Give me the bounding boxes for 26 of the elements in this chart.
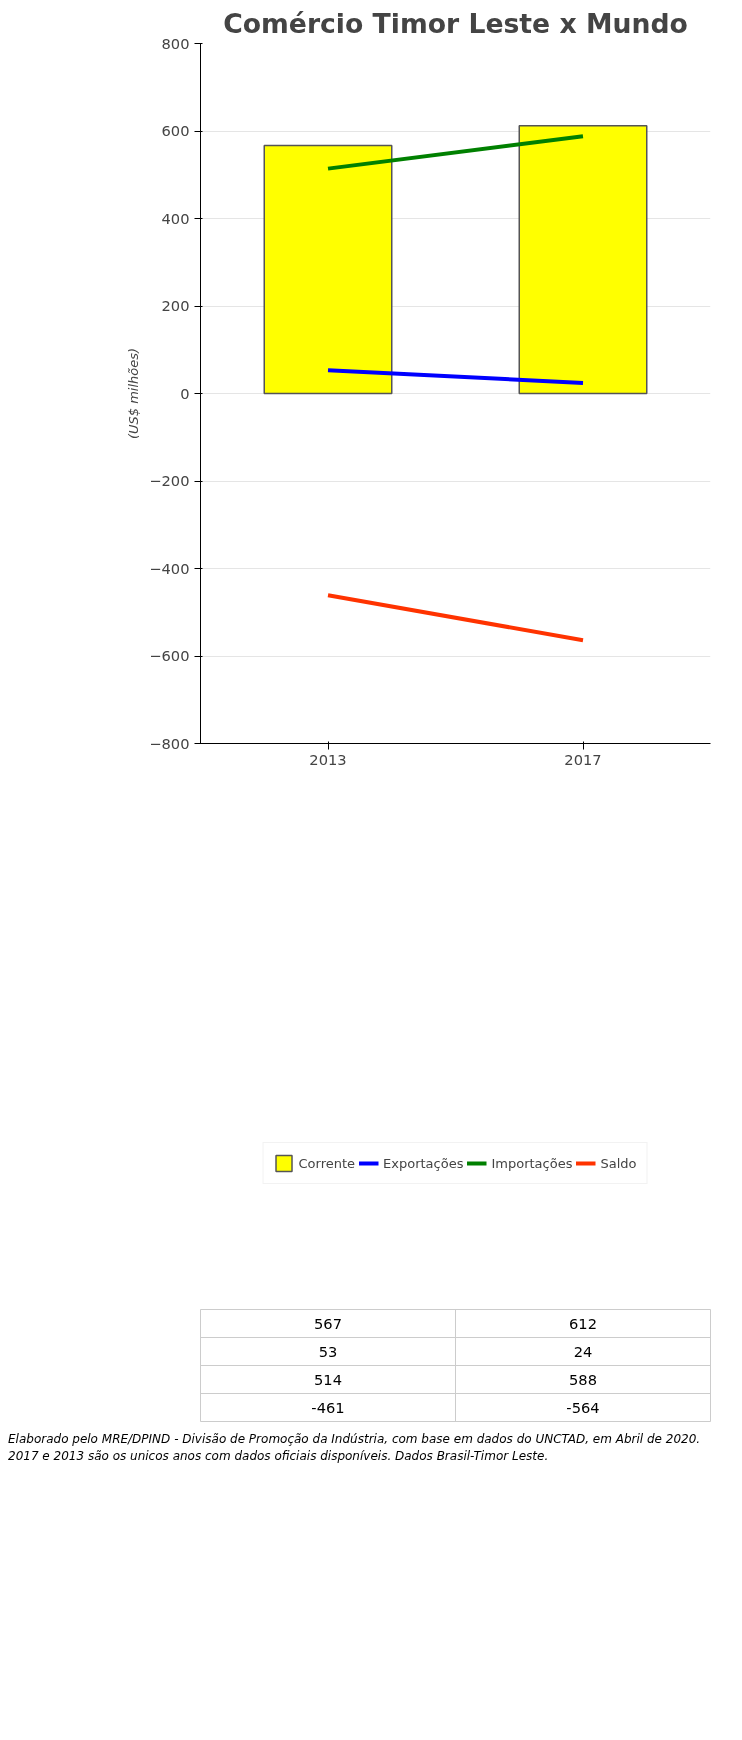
legend-label: Saldo [600, 1155, 637, 1171]
legend-label: Exportações [383, 1155, 464, 1171]
y-tick-label: 200 [161, 297, 190, 314]
y-axis-title: (US$ milhões) [126, 347, 142, 440]
data-label: 24 [573, 1342, 593, 1360]
legend-label: Importações [491, 1155, 573, 1171]
y-tick-label: −800 [149, 734, 190, 752]
y-tick-label: −200 [149, 472, 190, 489]
data-label: 567 [314, 1314, 342, 1332]
text: Elaborado pelo MRE/DPIND - Divisão de Promoção da Indústria, com base em dados do UNCTAD, em Abril de 2020. 2017 e 2013 são os unicos anos com dados oficiais disponíveis. Dados Brasil-Timor Leste. [8, 1431, 702, 1466]
y-tick-label: 400 [161, 209, 190, 227]
legend-label: Corrente [298, 1155, 356, 1171]
data-label: 588 [569, 1370, 597, 1388]
y-tick-label: −400 [149, 559, 190, 577]
x-tick-label: 2017 [564, 750, 602, 768]
x-tick-label: 2013 [309, 750, 347, 768]
data-label: -461 [311, 1398, 345, 1416]
data-label: -564 [566, 1398, 600, 1416]
y-tick-label: 0 [180, 384, 190, 402]
chart-title: Comércio Timor Leste x Mundo [223, 7, 688, 39]
data-label: 612 [569, 1314, 597, 1332]
data-label: 53 [318, 1342, 338, 1360]
y-tick-label: 800 [161, 34, 190, 52]
y-tick-label: 600 [161, 122, 190, 139]
data-label: 514 [314, 1370, 342, 1388]
y-tick-label: −600 [149, 647, 190, 664]
